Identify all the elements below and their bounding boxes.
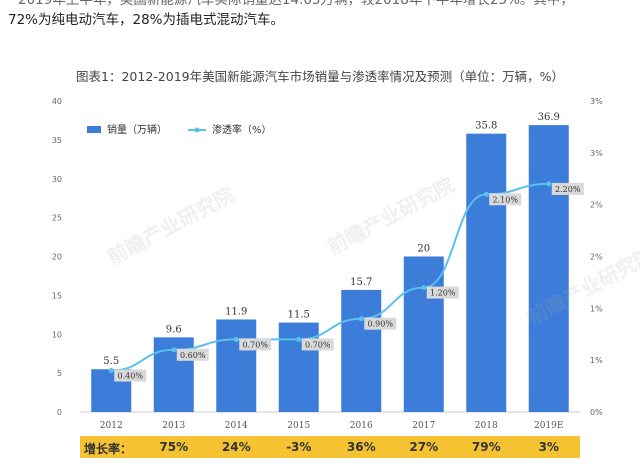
right-axis-tick-label: 3% bbox=[590, 149, 603, 158]
line-value-label: 0.40% bbox=[118, 372, 144, 381]
line-point bbox=[483, 191, 489, 197]
line-point bbox=[421, 285, 427, 291]
x-axis-tick-label: 2016 bbox=[350, 421, 373, 431]
intro-text: 2019年上半年，美国新能源汽车实际销量达14.05万辆，较2018年下半年增长… bbox=[0, 0, 640, 34]
intro-line-1: 2019年上半年，美国新能源汽车实际销量达14.05万辆，较2018年下半年增长… bbox=[18, 0, 574, 8]
growth-rate-value: 75% bbox=[159, 440, 189, 454]
left-axis-tick-label: 35 bbox=[52, 136, 62, 145]
line-point bbox=[171, 347, 177, 353]
bar-value-label: 11.9 bbox=[225, 306, 247, 317]
legend-line-marker bbox=[194, 127, 200, 133]
legend-line-label: 渗透率（%） bbox=[212, 123, 272, 136]
left-axis-tick-label: 20 bbox=[52, 253, 62, 262]
x-axis-tick-label: 2013 bbox=[162, 421, 185, 431]
line-value-label: 2.10% bbox=[493, 195, 519, 204]
bar bbox=[528, 125, 569, 412]
line-value-label: 1.20% bbox=[430, 289, 456, 298]
line-label-bg bbox=[301, 338, 334, 351]
bar-value-label: 11.5 bbox=[288, 310, 310, 321]
line-point bbox=[358, 316, 364, 322]
growth-rate-value: 79% bbox=[471, 440, 501, 454]
bar-value-label: 36.9 bbox=[538, 112, 560, 123]
left-axis-tick-label: 15 bbox=[52, 291, 62, 300]
bar-value-label: 20 bbox=[417, 244, 430, 255]
line-label-bg bbox=[364, 317, 397, 330]
growth-rate-value: 27% bbox=[409, 440, 439, 454]
growth-rate-value: 36% bbox=[346, 440, 376, 454]
x-axis-tick-label: 2015 bbox=[287, 421, 310, 431]
line-label-bg bbox=[489, 193, 522, 206]
line-label-bg bbox=[426, 286, 459, 299]
right-axis-tick-label: 1% bbox=[590, 304, 603, 313]
bar bbox=[216, 319, 257, 412]
growth-rate-value: 24% bbox=[221, 440, 251, 454]
left-axis-tick-label: 25 bbox=[52, 214, 62, 223]
line-label-bg bbox=[551, 182, 584, 195]
bar bbox=[403, 256, 444, 412]
bar-value-label: 9.6 bbox=[166, 324, 182, 335]
line-label-bg bbox=[176, 348, 209, 361]
right-axis-tick-label: 1% bbox=[590, 356, 603, 365]
bar-value-label: 15.7 bbox=[350, 277, 372, 288]
growth-rate-value: -3% bbox=[286, 440, 312, 454]
line-value-label: 0.60% bbox=[180, 351, 206, 360]
line-point bbox=[296, 336, 302, 342]
bar bbox=[341, 289, 382, 412]
left-axis-tick-label: 0 bbox=[57, 408, 62, 417]
chart-title: 图表1：2012-2019年美国新能源汽车市场销量与渗透率情况及预测（单位：万辆… bbox=[76, 69, 564, 84]
growth-rate-label: 增长率： bbox=[84, 442, 133, 456]
left-axis-tick-label: 40 bbox=[52, 97, 62, 106]
bar-value-label: 5.5 bbox=[103, 356, 119, 367]
x-axis-tick-label: 2012 bbox=[100, 421, 123, 431]
x-axis-tick-label: 2019E bbox=[534, 421, 563, 431]
right-axis-tick-label: 2% bbox=[590, 201, 603, 210]
intro-line-2: 72%为纯电动汽车，28%为插电式混动汽车。 bbox=[8, 12, 285, 28]
left-axis-tick-label: 5 bbox=[57, 369, 62, 378]
bar bbox=[278, 322, 319, 412]
x-axis-tick-label: 2018 bbox=[475, 421, 498, 431]
bar bbox=[466, 133, 507, 412]
x-axis-tick-label: 2014 bbox=[225, 421, 248, 431]
x-axis-tick-label: 2017 bbox=[412, 421, 435, 431]
line-point bbox=[108, 368, 114, 374]
right-axis-tick-label: 0% bbox=[590, 408, 603, 417]
line-value-label: 2.20% bbox=[555, 185, 581, 194]
line-value-label: 0.90% bbox=[368, 320, 394, 329]
right-axis-tick-label: 2% bbox=[590, 253, 603, 262]
right-axis-tick-label: 3% bbox=[590, 97, 603, 106]
left-axis-tick-label: 10 bbox=[52, 330, 62, 339]
line-value-label: 0.70% bbox=[305, 340, 331, 349]
line-label-bg bbox=[239, 338, 272, 351]
line-value-label: 0.70% bbox=[243, 340, 269, 349]
line-point bbox=[546, 181, 552, 187]
legend-bar-swatch bbox=[87, 126, 101, 133]
bar-value-label: 35.8 bbox=[475, 121, 497, 132]
growth-rate-strip bbox=[80, 436, 580, 458]
line-label-bg bbox=[114, 369, 147, 382]
legend-bar-label: 销量（万辆） bbox=[107, 123, 167, 136]
left-axis-tick-label: 30 bbox=[52, 175, 62, 184]
growth-rate-value: 3% bbox=[538, 440, 559, 454]
line-point bbox=[233, 336, 239, 342]
